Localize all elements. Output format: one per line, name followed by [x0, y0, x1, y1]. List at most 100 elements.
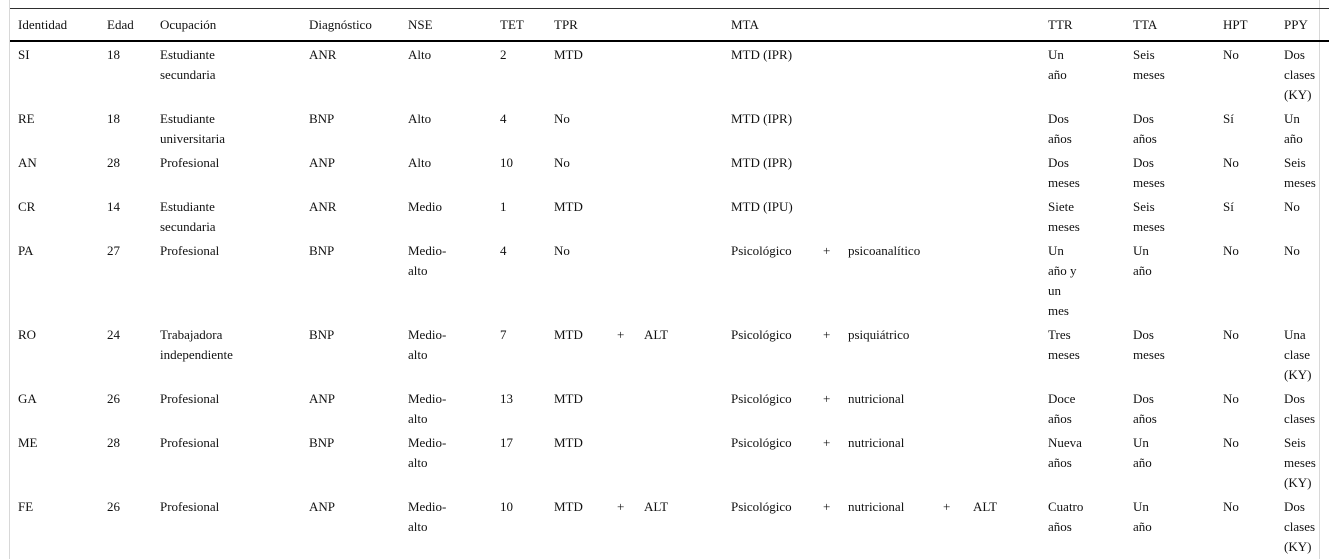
cell-an-identidad: AN	[18, 155, 37, 170]
cell-segment: Psicológico	[731, 327, 792, 342]
cell-pa-edad: 27	[107, 243, 120, 258]
cell-pa-tpr: No	[554, 243, 570, 258]
cell-fe-ppy: Dos clases (KY)	[1284, 494, 1329, 559]
cell-si-ttr: Un año	[1048, 47, 1067, 82]
cell-ga-nse: Medio- alto	[408, 391, 447, 426]
cell-si-tta: Seis meses	[1133, 47, 1165, 82]
column-header-tet: TET	[500, 8, 554, 42]
cell-ro-nse: Medio- alto	[408, 327, 447, 362]
cell-ga-diagnostico: ANP	[309, 391, 336, 406]
cell-segment: +	[823, 391, 831, 406]
cell-segment: +	[943, 499, 951, 514]
cell-si-ppy: Dos clases (KY)	[1284, 47, 1316, 102]
cell-fe-ocupacion: Profesional	[160, 494, 309, 559]
cell-cr-nse: Medio	[408, 199, 442, 214]
cell-me-mta: Psicológico + nutricional	[731, 430, 1048, 494]
cell-an-tpr: No	[554, 155, 570, 170]
cell-ga-identidad: GA	[18, 391, 37, 406]
table-row-si: SI 18 Estudiante secundaria ANR Alto 2 MTD MTD …	[10, 41, 1329, 106]
cell-ro-tet: 7	[500, 327, 507, 342]
cell-fe-tpr: MTD + ALT	[554, 494, 731, 559]
cell-cr-tta: Seis meses	[1133, 199, 1165, 234]
cell-segment: nutricional	[848, 499, 905, 514]
cell-pa-ocupacion: Profesional	[160, 243, 220, 258]
cell-si-identidad: SI	[18, 47, 30, 62]
table-body: SI 18 Estudiante secundaria ANR Alto 2 MTD MTD …	[10, 41, 1329, 559]
cell-segment: +	[823, 243, 831, 258]
cell-an-diagnostico: ANP	[309, 155, 336, 170]
column-header-ttr: TTR	[1048, 8, 1133, 42]
cell-si-ocupacion: Estudiante secundaria	[160, 47, 216, 82]
column-header-hpt: HPT	[1223, 8, 1284, 42]
column-header-ocupacion: Ocupación	[160, 8, 309, 42]
cell-me-diagnostico: BNP	[309, 435, 335, 450]
cell-cr-tpr: MTD	[554, 199, 583, 214]
table-row-pa: PA 27 Profesional BNP Medio- alto 4 No Psicológ…	[10, 238, 1329, 322]
cell-cr-ocupacion: Estudiante secundaria	[160, 199, 216, 234]
cell-me-hpt: No	[1223, 435, 1239, 450]
cell-an-hpt: No	[1223, 155, 1239, 170]
cell-cr-hpt: Sí	[1223, 199, 1234, 214]
cell-segment: +	[823, 499, 831, 514]
cell-si-tpr: MTD	[554, 47, 583, 62]
cell-re-ttr: Dos años	[1048, 111, 1072, 146]
cell-ga-ttr: Doce años	[1048, 391, 1076, 426]
cell-fe-diagnostico: ANP	[309, 494, 408, 559]
cell-an-tet: 10	[500, 155, 513, 170]
cell-fe-mta: Psicológico + nutricional + ALT	[731, 494, 1048, 559]
cell-me-edad: 28	[107, 435, 120, 450]
cell-an-mta: MTD (IPR)	[731, 155, 793, 170]
cell-ga-edad: 26	[107, 391, 120, 406]
table-row-an: AN 28 Profesional ANP Alto 10 No MTD (IPR) Dos m…	[10, 150, 1329, 194]
cell-segment: Psicológico	[731, 391, 792, 406]
cell-si-mta: MTD (IPR)	[731, 47, 793, 62]
column-header-identidad: Identidad	[10, 8, 107, 42]
cell-segment: nutricional	[848, 435, 905, 450]
cell-fe-tta: Un año	[1133, 494, 1223, 559]
cell-ga-mta: Psicológico + nutricional	[731, 386, 1048, 430]
cell-segment: ALT	[644, 499, 669, 514]
column-header-diagnostico: Diagnóstico	[309, 8, 408, 42]
cell-segment: +	[823, 435, 831, 450]
cell-me-tpr: MTD	[554, 435, 583, 450]
cell-an-ocupacion: Profesional	[160, 155, 220, 170]
cell-ga-ocupacion: Profesional	[160, 391, 220, 406]
cell-pa-tet: 4	[500, 243, 507, 258]
cell-ro-mta: Psicológico + psiquiátrico	[731, 322, 1048, 386]
cell-me-tta: Un año	[1133, 435, 1152, 470]
cell-segment: Psicológico	[731, 243, 792, 258]
cell-fe-ttr: Cuatro años	[1048, 494, 1133, 559]
cell-pa-ttr: Un año y un mes	[1048, 243, 1077, 318]
cell-ro-tpr: MTD + ALT	[554, 322, 731, 386]
page-right-edge	[1319, 0, 1320, 559]
cell-me-identidad: ME	[18, 435, 38, 450]
cell-ga-ppy: Dos clases	[1284, 391, 1316, 426]
cell-segment: +	[823, 327, 831, 342]
cell-re-edad: 18	[107, 111, 120, 126]
cell-segment: Psicológico	[731, 499, 792, 514]
cell-ga-tet: 13	[500, 391, 513, 406]
cell-si-nse: Alto	[408, 47, 432, 62]
cell-re-ocupacion: Estudiante universitaria	[160, 111, 225, 146]
cell-ro-identidad: RO	[18, 327, 37, 342]
column-header-tpr: TPR	[554, 8, 731, 42]
cell-re-tpr: No	[554, 111, 570, 126]
cell-segment: ALT	[973, 499, 998, 514]
cell-ro-ttr: Tres meses	[1048, 327, 1080, 362]
cell-ga-hpt: No	[1223, 391, 1239, 406]
cell-re-diagnostico: BNP	[309, 111, 335, 126]
header-row: Identidad Edad Ocupación Diagnóstico NSE TET T…	[10, 8, 1329, 42]
participants-table: Identidad Edad Ocupación Diagnóstico NSE TET T…	[10, 8, 1329, 559]
cell-cr-ppy: No	[1284, 199, 1300, 214]
cell-pa-identidad: PA	[18, 243, 34, 258]
column-header-nse: NSE	[408, 8, 500, 42]
cell-me-nse: Medio- alto	[408, 435, 447, 470]
cell-segment: MTD	[554, 327, 583, 342]
cell-pa-mta: Psicológico + psicoanalítico	[731, 238, 1048, 322]
column-header-ppy: PPY	[1284, 8, 1329, 42]
cell-cr-diagnostico: ANR	[309, 199, 337, 214]
cell-cr-mta: MTD (IPU)	[731, 199, 793, 214]
cell-ga-tta: Dos años	[1133, 391, 1157, 426]
cell-re-identidad: RE	[18, 111, 35, 126]
